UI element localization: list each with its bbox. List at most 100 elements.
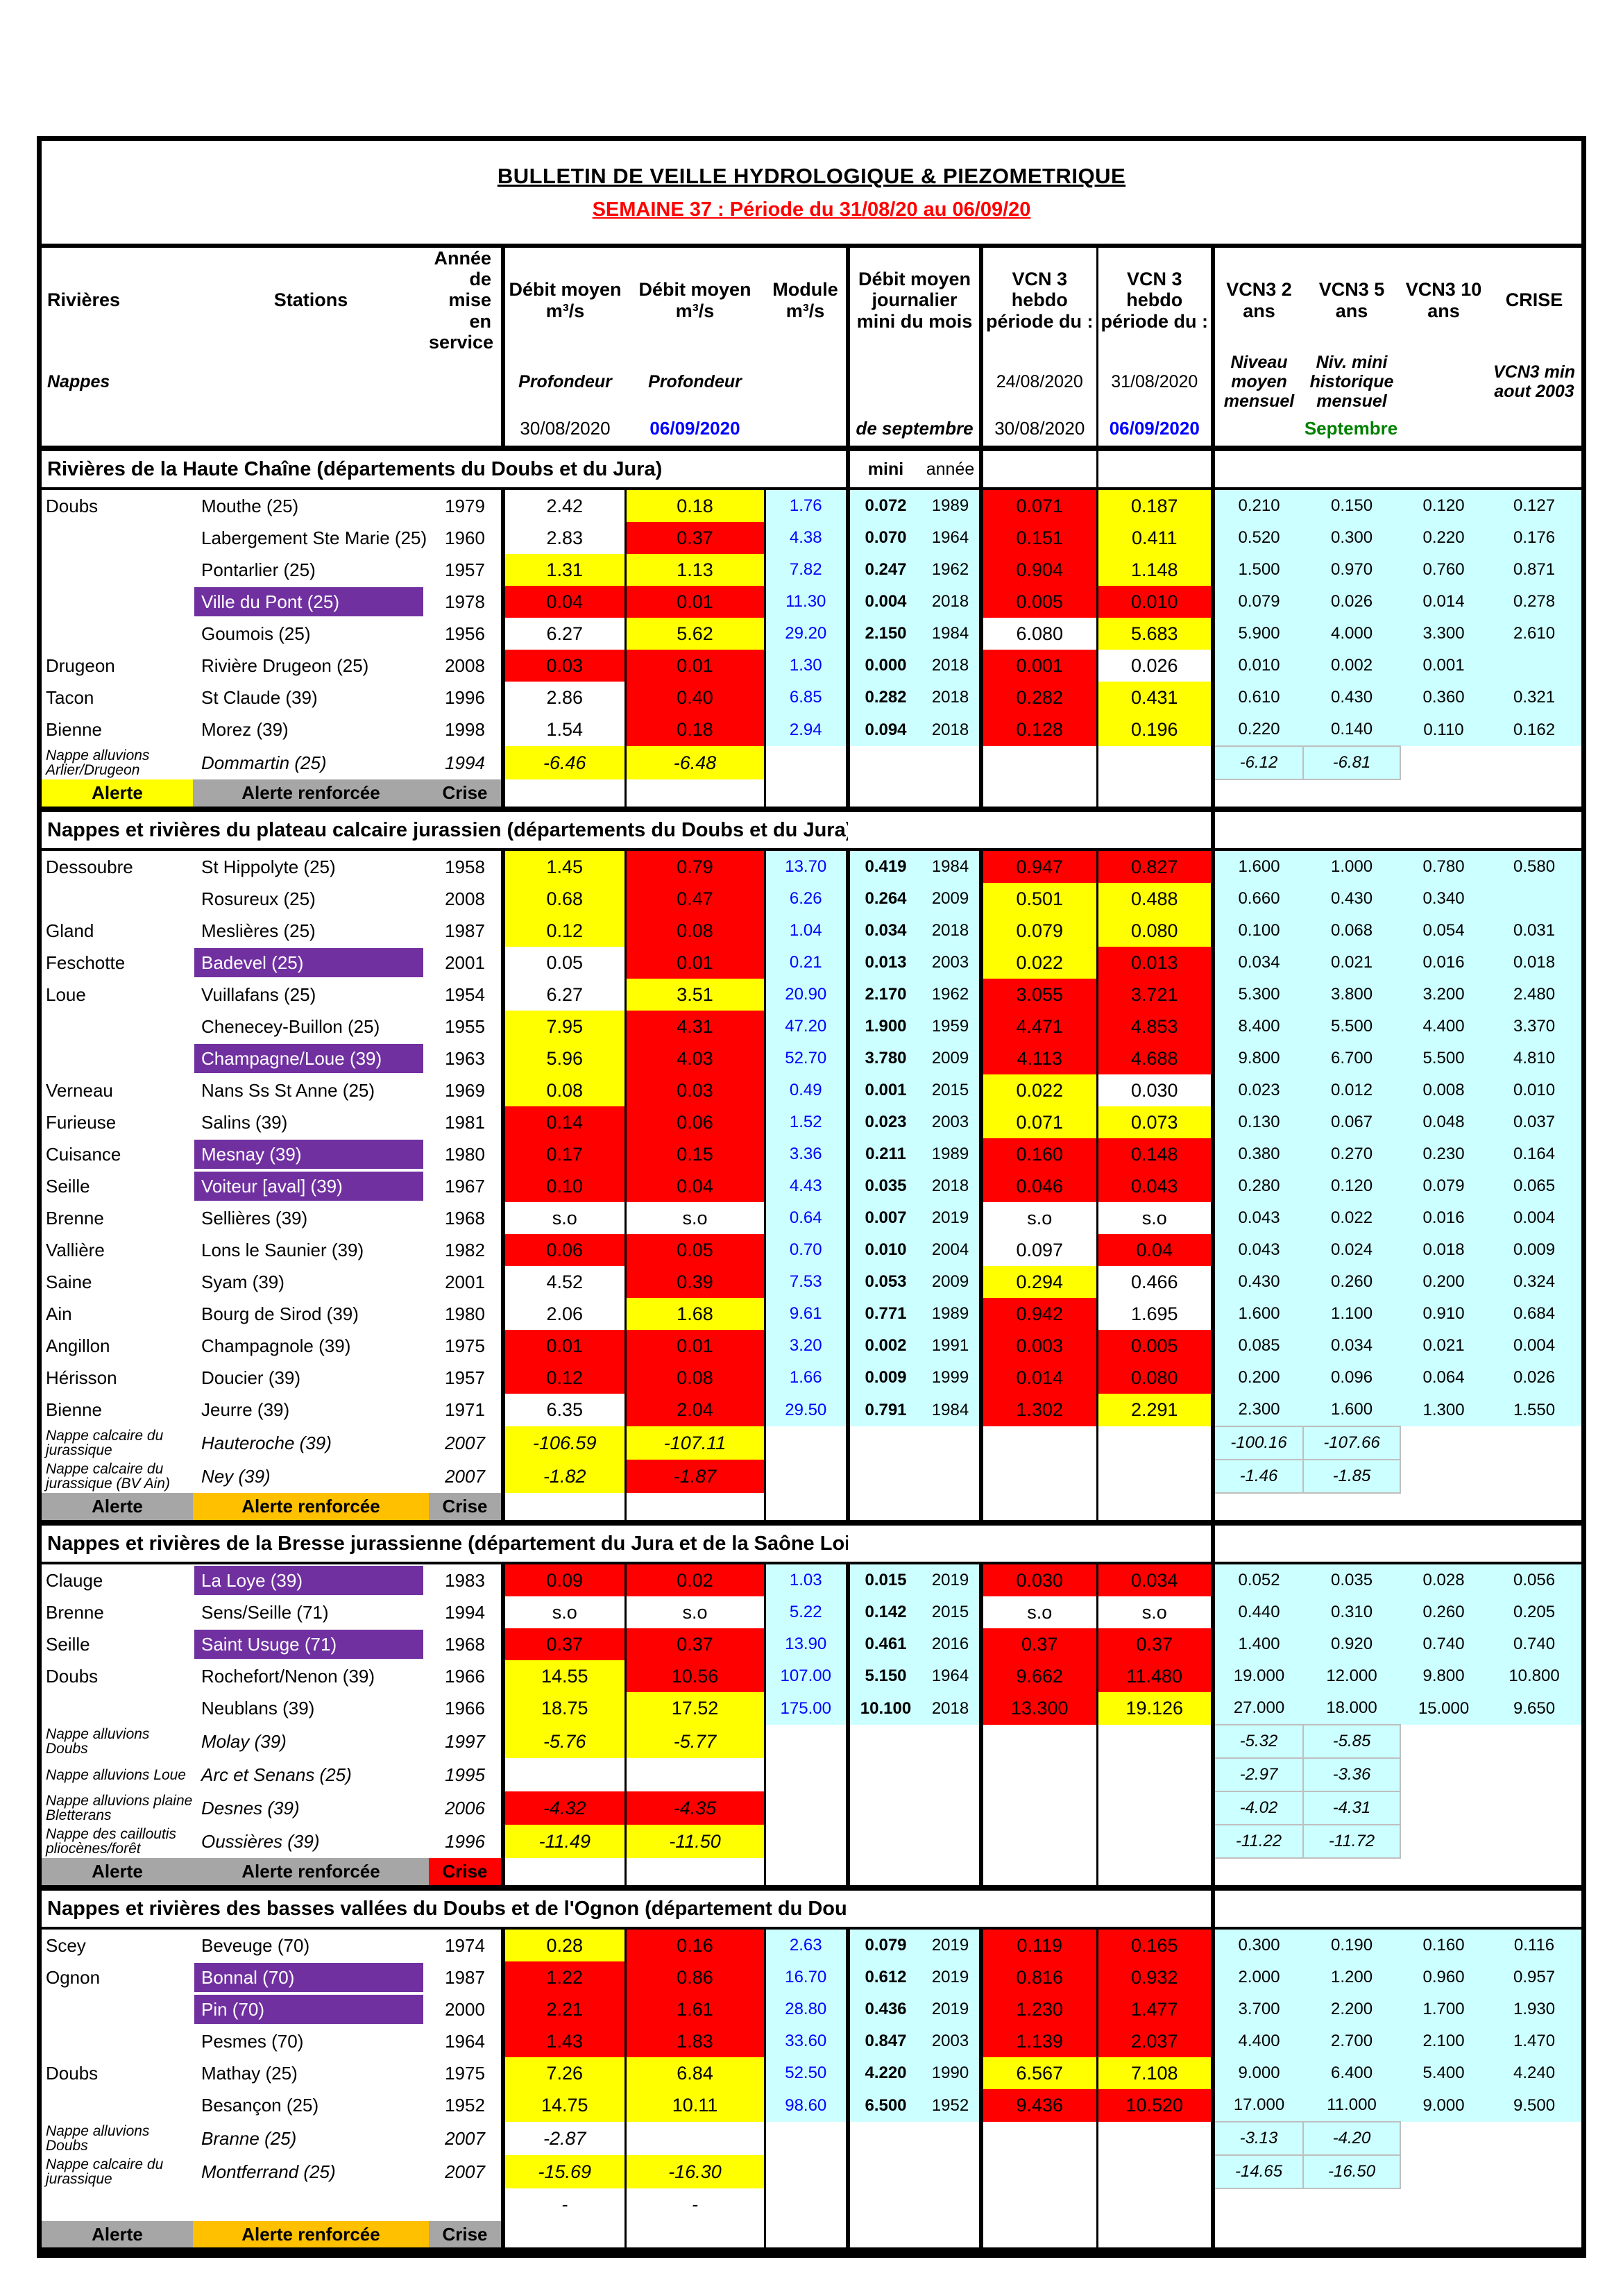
vcn3-10ans: 0.014 [1400, 586, 1488, 618]
mini-year: 2018 [921, 1692, 984, 1725]
niveau-mini-historique [1303, 2188, 1400, 2221]
river-name: Brenne [46, 1601, 104, 1623]
module-value: 4.43 [765, 1170, 850, 1203]
vcn3-31-08: 0.827 [1097, 850, 1216, 884]
mini-year: 2003 [921, 947, 984, 979]
mini-value: 0.461 [848, 1628, 921, 1661]
mini-value: 5.150 [848, 1660, 921, 1693]
table-row: Seille Voiteur [aval] (39) 1967 0.10 0.04 4.4… [42, 1170, 1582, 1203]
module-value [765, 1825, 850, 1859]
year-in-service: 1994 [429, 1596, 505, 1629]
debit-06-09: 10.11 [625, 2089, 766, 2122]
vcn3-10ans: 1.300 [1400, 1394, 1488, 1427]
module-value [765, 2155, 850, 2189]
header-date-24-08: 24/08/2020 [981, 353, 1098, 412]
river-name: Dessoubre [46, 856, 133, 877]
mini-year [921, 746, 984, 780]
cell [981, 448, 1098, 491]
module-value: 7.82 [765, 554, 850, 586]
mini-value: 0.053 [848, 1266, 921, 1299]
vcn3-2ans: 0.085 [1213, 1330, 1304, 1362]
debit-30-08: 0.05 [503, 947, 627, 979]
mini-year [921, 1758, 984, 1792]
vcn3-31-08 [1097, 746, 1216, 780]
cell [921, 1858, 984, 1891]
debit-06-09: 1.68 [625, 1298, 766, 1331]
debit-30-08: 0.04 [503, 586, 627, 618]
vcn3-10ans: 0.360 [1400, 682, 1488, 714]
table-row: Dessoubre St Hippolyte (25) 1958 1.45 0.79 13… [42, 850, 1582, 884]
station-cell: Molay (39) [193, 1725, 429, 1758]
cell [1400, 1460, 1487, 1493]
vcn3-2ans: 0.520 [1213, 522, 1304, 555]
debit-30-08: -15.69 [503, 2155, 627, 2189]
mini-column-label [848, 809, 921, 852]
station-cell: Rosureux (25) [193, 883, 429, 915]
station-name: Pesmes (70) [201, 2030, 304, 2052]
vcn3-5ans: 0.300 [1303, 522, 1401, 555]
section-title-cell: Nappes et rivières de la Bresse jurassie… [42, 1523, 848, 1565]
module-value: 29.50 [765, 1394, 850, 1427]
section-title: Nappes et rivières des basses vallées du… [47, 1898, 848, 1921]
table-row: Nappe alluvions Doubs Branne (25) 2007 -2.8… [42, 2121, 1581, 2156]
table-row: Doubs Mathay (25) 1975 7.26 6.84 52.50 4.220 19… [42, 2057, 1582, 2090]
module-value: 1.52 [765, 1106, 850, 1139]
station-name: Goumois (25) [201, 623, 311, 644]
station-cell: Dommartin (25) [193, 746, 429, 779]
vcn3-31-08: s.o [1097, 1202, 1216, 1235]
station-cell: Rivière Drugeon (25) [193, 650, 429, 682]
debit-30-08: s.o [503, 1596, 627, 1629]
debit-06-09: 17.52 [625, 1692, 766, 1725]
cell [503, 779, 627, 813]
station-name: Hauteroche (39) [201, 1432, 332, 1453]
vcn3-5ans: 1.000 [1303, 850, 1401, 884]
niveau-mini-historique: -4.20 [1302, 2121, 1402, 2156]
year-in-service: 1966 [429, 1660, 505, 1693]
vcn3-24-08: 0.003 [981, 1330, 1098, 1362]
cell [1400, 746, 1487, 779]
legend-alerte: Alerte [42, 2221, 193, 2254]
year-in-service: 1963 [429, 1043, 505, 1075]
cell [625, 2221, 766, 2254]
station-cell: Morez (39) [193, 714, 429, 746]
vcn3-2ans: 1.600 [1213, 850, 1304, 884]
table-row: Loue Vuillafans (25) 1954 6.27 3.51 20.90 2.17… [42, 979, 1582, 1011]
year-in-service: 1971 [429, 1394, 505, 1427]
debit-30-08: 14.55 [503, 1660, 627, 1693]
module-value [765, 1426, 850, 1460]
mini-value [848, 2122, 921, 2155]
station-cell: Voiteur [aval] (39) [193, 1170, 429, 1202]
debit-30-08: 4.52 [503, 1266, 627, 1299]
niveau-moyen-mensuel: -1.46 [1212, 1459, 1305, 1494]
river-name: Ain [46, 1303, 72, 1324]
year-in-service: 2007 [429, 1426, 505, 1460]
vcn3-31-08: 0.488 [1097, 883, 1216, 915]
mini-value: 1.900 [848, 1011, 921, 1043]
vcn3-2ans: 4.400 [1213, 2025, 1304, 2058]
cell [1487, 2122, 1581, 2155]
crise-value [1487, 883, 1582, 915]
station-cell: Ville du Pont (25) [193, 586, 429, 618]
debit-30-08: 14.75 [503, 2089, 627, 2122]
vcn3-24-08: 9.662 [981, 1660, 1098, 1693]
mini-year: 1999 [921, 1362, 984, 1394]
header-empty [193, 353, 429, 411]
section-title-cell: Rivières de la Haute Chaîne (département… [42, 448, 850, 491]
cell [1213, 1493, 1582, 1526]
river-name: Scey [46, 1934, 86, 1956]
station-cell: Montferrand (25) [193, 2155, 429, 2188]
module-value [765, 2122, 850, 2156]
cell [981, 2221, 1098, 2254]
station-name: Bourg de Sirod (39) [201, 1303, 359, 1324]
vcn3-2ans: 9.000 [1213, 2057, 1304, 2090]
vcn3-2ans: 0.052 [1213, 1563, 1304, 1597]
header-profondeur-1: Profondeur [518, 372, 612, 392]
vcn3-24-08: 0.014 [981, 1362, 1098, 1394]
mini-value: 0.436 [848, 1993, 921, 2026]
module-value: 1.03 [765, 1563, 850, 1597]
station-name: Desnes (39) [201, 1797, 300, 1818]
station-cell: Vuillafans (25) [193, 979, 429, 1011]
table-row: Cuisance Mesnay (39) 1980 0.17 0.15 3.36 0.211… [42, 1138, 1582, 1171]
station-name: Syam (39) [201, 1271, 284, 1292]
header-vcn3-10ans: VCN3 10 ans [1405, 279, 1482, 321]
